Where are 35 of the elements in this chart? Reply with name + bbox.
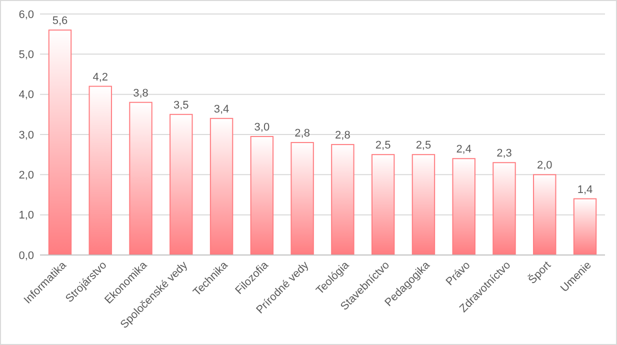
data-label: 2,4 (456, 144, 472, 156)
bar (210, 118, 234, 256)
bar (250, 136, 274, 256)
y-tick-label: 6,0 (18, 8, 34, 21)
bar (573, 198, 597, 256)
data-label: 3,4 (214, 103, 230, 116)
bar (129, 102, 152, 256)
data-label: 2,5 (416, 140, 432, 152)
data-label: 3,5 (174, 99, 189, 112)
bar (452, 158, 476, 256)
bar (48, 30, 72, 256)
data-label: 1,4 (577, 184, 593, 196)
data-label: 2,8 (335, 130, 350, 142)
data-label: 4,2 (92, 71, 108, 84)
data-label: 2,0 (536, 160, 552, 172)
y-tick-label: 2,0 (18, 170, 34, 182)
bar (412, 154, 436, 256)
bar (88, 86, 112, 256)
data-label: 2,8 (294, 128, 310, 140)
data-label: 3,8 (133, 87, 148, 100)
y-tick-label: 1,0 (18, 210, 34, 222)
y-tick-label: 3,0 (18, 129, 34, 142)
data-label: 2,3 (496, 148, 512, 160)
y-tick-label: 5,0 (18, 49, 34, 62)
y-tick-label: 4,0 (18, 89, 34, 102)
bar (533, 174, 556, 256)
bar (331, 144, 354, 256)
bar (492, 162, 516, 256)
data-label: 2,5 (375, 140, 391, 152)
bar (371, 154, 395, 256)
bar (170, 114, 193, 256)
data-label: 3,0 (254, 122, 270, 134)
bar (290, 142, 314, 256)
y-tick-label: 0,0 (18, 250, 34, 262)
data-label: 5,6 (52, 15, 68, 28)
